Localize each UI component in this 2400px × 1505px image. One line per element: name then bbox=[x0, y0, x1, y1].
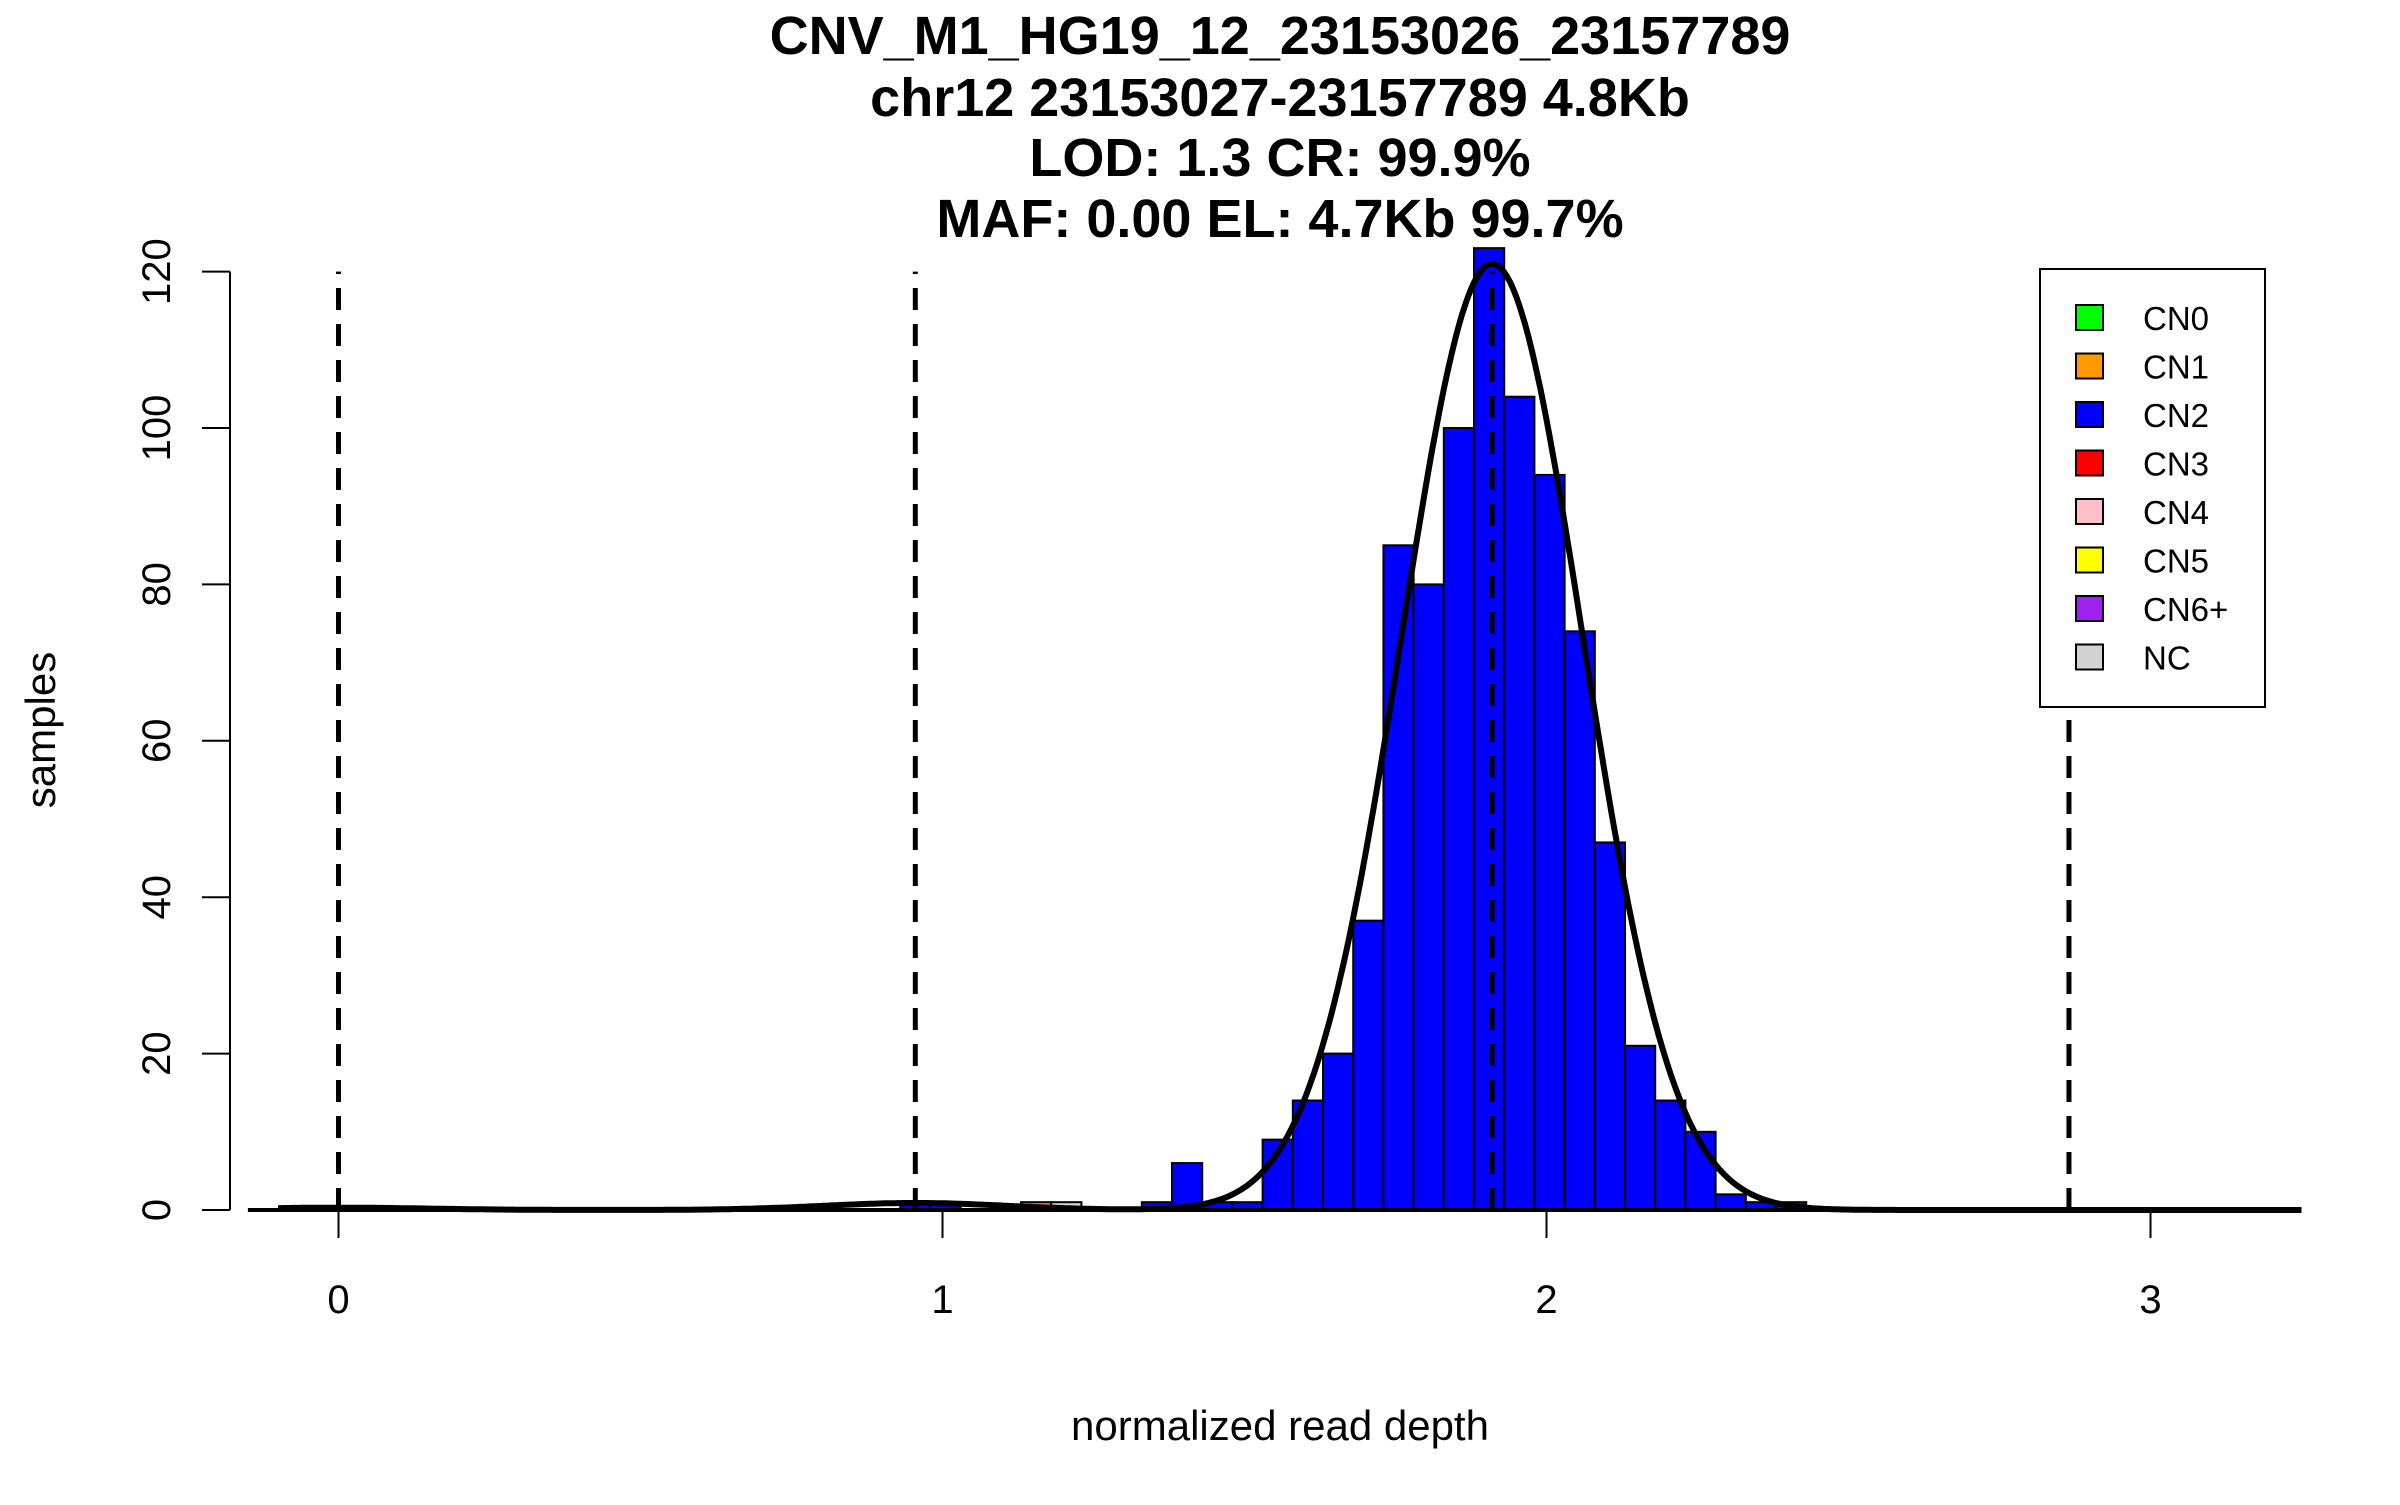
legend-label: CN2 bbox=[2143, 397, 2209, 434]
y-tick-label: 60 bbox=[135, 719, 179, 764]
x-tick-label: 0 bbox=[327, 1278, 349, 1322]
y-tick-label: 120 bbox=[135, 238, 179, 305]
legend-swatch-cn3 bbox=[2075, 449, 2104, 477]
histogram-bar bbox=[1654, 1099, 1687, 1212]
histogram-bar bbox=[1442, 427, 1476, 1211]
histogram-bar bbox=[1322, 1052, 1355, 1211]
legend-swatch-cn0 bbox=[2075, 304, 2104, 331]
legend-label: CN4 bbox=[2143, 494, 2209, 531]
legend-swatch-cn5 bbox=[2075, 546, 2104, 574]
y-tick-label: 0 bbox=[135, 1199, 179, 1221]
legend-swatch-cn2 bbox=[2075, 401, 2104, 428]
histogram-bar bbox=[1533, 473, 1566, 1212]
chart-title: CNV_M1_HG19_12_23153026_23157789 chr12 2… bbox=[770, 6, 1791, 249]
legend-label: CN3 bbox=[2143, 446, 2209, 483]
legend-swatch-cn1 bbox=[2075, 352, 2104, 380]
histogram-bar bbox=[1412, 583, 1445, 1211]
title-line-4: MAF: 0.00 EL: 4.7Kb 99.7% bbox=[936, 189, 1623, 249]
legend-swatch-cn6plus bbox=[2075, 595, 2104, 622]
x-tick-label: 2 bbox=[1535, 1278, 1557, 1322]
y-tick-label: 80 bbox=[135, 562, 179, 607]
y-tick-label: 100 bbox=[135, 395, 179, 462]
cn-threshold-lines bbox=[336, 271, 2072, 1210]
histogram-bar bbox=[1503, 395, 1536, 1212]
title-line-2: chr12 23153027-23157789 4.8Kb bbox=[870, 68, 1690, 128]
histogram-bar bbox=[1563, 630, 1596, 1211]
title-line-3: LOD: 1.3 CR: 99.9% bbox=[1029, 128, 1530, 188]
histogram-bar bbox=[1714, 1193, 1747, 1211]
x-tick-label: 3 bbox=[2139, 1278, 2161, 1322]
histogram-bars bbox=[899, 247, 1808, 1212]
title-line-1: CNV_M1_HG19_12_23153026_23157789 bbox=[770, 6, 1791, 66]
legend-label: CN0 bbox=[2143, 300, 2209, 337]
histogram-bar bbox=[1593, 841, 1627, 1212]
x-tick-label: 1 bbox=[931, 1278, 953, 1322]
y-axis: 0 20 40 60 80 100 120 bbox=[135, 238, 231, 1221]
legend-label: CN6+ bbox=[2143, 591, 2228, 628]
y-tick-label: 20 bbox=[135, 1031, 179, 1076]
legend-swatch-cn4 bbox=[2075, 498, 2104, 525]
histogram-bar bbox=[1473, 247, 1506, 1211]
y-axis-label: samples bbox=[17, 652, 64, 808]
histogram-bar bbox=[1352, 919, 1385, 1211]
legend-label: CN1 bbox=[2143, 349, 2209, 386]
legend-box bbox=[2039, 268, 2266, 708]
y-tick-label: 40 bbox=[135, 875, 179, 920]
x-axis-label: normalized read depth bbox=[1071, 1402, 1489, 1449]
legend-label: CN5 bbox=[2143, 543, 2209, 580]
fit-curve bbox=[278, 260, 2302, 1213]
legend: CN0 CN1 CN2 CN3 CN4 CN5 CN6+ NC bbox=[2039, 268, 2266, 708]
histogram-bar bbox=[1624, 1044, 1657, 1212]
legend-swatch-nc bbox=[2075, 643, 2104, 671]
x-axis: 0 1 2 3 bbox=[247, 1208, 2302, 1322]
legend-label: NC bbox=[2143, 640, 2191, 677]
